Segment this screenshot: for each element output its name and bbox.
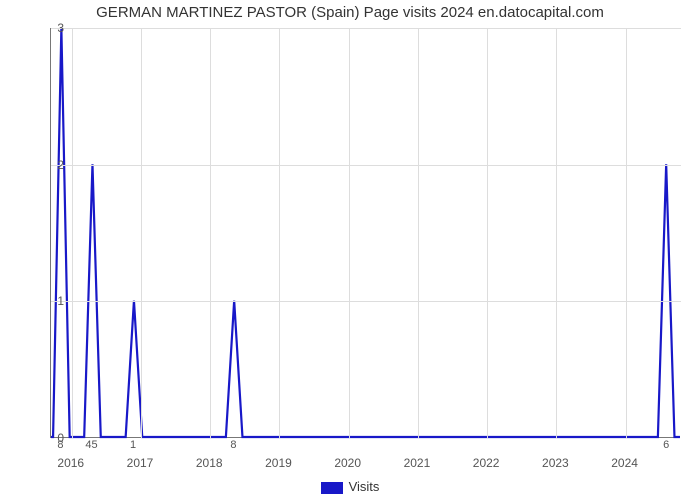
y-tick-label: 2 <box>57 158 64 172</box>
legend-swatch <box>321 482 343 494</box>
legend: Visits <box>0 479 700 494</box>
y-tick-label: 1 <box>57 294 64 308</box>
x-tick-label: 2017 <box>127 456 154 470</box>
x-tick-label: 2021 <box>404 456 431 470</box>
gridline-vertical <box>626 28 627 438</box>
visits-line <box>51 28 680 437</box>
x-tick-label: 2018 <box>196 456 223 470</box>
spike-value-label: 45 <box>85 439 97 451</box>
legend-label: Visits <box>349 479 380 494</box>
chart-container: GERMAN MARTINEZ PASTOR (Spain) Page visi… <box>0 0 700 500</box>
spike-value-label: 6 <box>663 439 669 451</box>
spike-value-label: 1 <box>130 439 136 451</box>
x-tick-label: 2016 <box>57 456 84 470</box>
gridline-vertical <box>418 28 419 438</box>
gridline-vertical <box>279 28 280 438</box>
x-tick-label: 2019 <box>265 456 292 470</box>
gridline-vertical <box>556 28 557 438</box>
gridline-vertical <box>141 28 142 438</box>
gridline-vertical <box>210 28 211 438</box>
x-tick-label: 2023 <box>542 456 569 470</box>
chart-title: GERMAN MARTINEZ PASTOR (Spain) Page visi… <box>0 4 700 21</box>
x-tick-label: 2020 <box>334 456 361 470</box>
y-tick-label: 3 <box>57 21 64 35</box>
spike-value-label: 8 <box>230 439 236 451</box>
plot-area <box>50 28 680 438</box>
x-tick-label: 2022 <box>473 456 500 470</box>
spike-value-label: 8 <box>57 439 63 451</box>
gridline-horizontal <box>51 165 681 166</box>
data-line-layer <box>51 28 680 437</box>
gridline-vertical <box>487 28 488 438</box>
gridline-vertical <box>349 28 350 438</box>
gridline-horizontal <box>51 28 681 29</box>
gridline-vertical <box>72 28 73 438</box>
gridline-horizontal <box>51 301 681 302</box>
x-tick-label: 2024 <box>611 456 638 470</box>
